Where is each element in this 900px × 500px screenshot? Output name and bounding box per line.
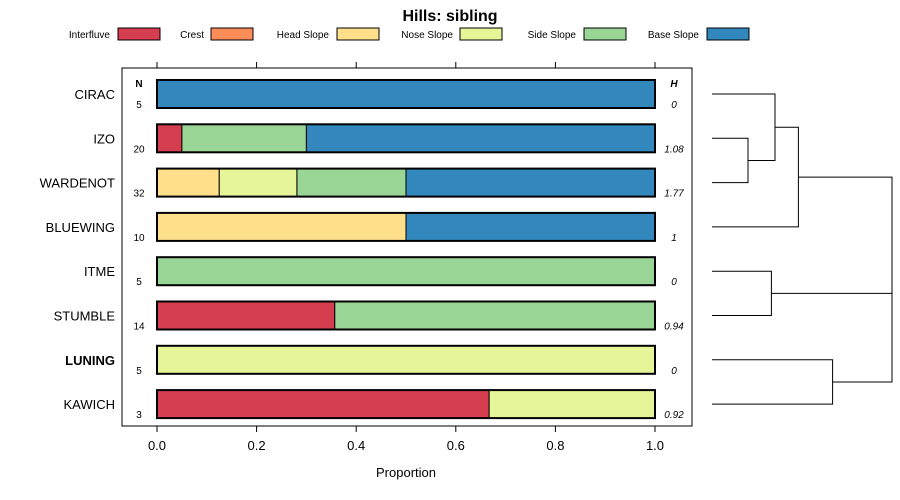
bar-segment <box>156 389 490 419</box>
bar-segment <box>305 123 656 153</box>
row-label: KAWICH <box>63 397 115 412</box>
h-column-header: H <box>670 79 678 90</box>
bar-outline <box>156 79 656 109</box>
h-value: 0 <box>671 100 677 111</box>
n-value: 32 <box>133 189 145 200</box>
dendrogram <box>712 93 893 405</box>
bar-outline <box>156 211 656 242</box>
x-tick-label: 0.4 <box>347 438 365 453</box>
legend-label: Crest <box>180 30 204 41</box>
n-value: 14 <box>133 322 145 333</box>
dendrogram-branch <box>712 126 799 228</box>
legend-label: Side Slope <box>528 30 577 41</box>
x-tick-label: 0.6 <box>447 438 465 453</box>
h-value: 1.08 <box>664 144 684 155</box>
chart-title: Hills: sibling <box>402 8 497 25</box>
n-value: 5 <box>136 366 142 377</box>
bar-outline <box>156 389 656 420</box>
dendrogram-branch <box>798 176 893 338</box>
dendrogram-branch <box>771 292 893 383</box>
bar-outline <box>156 256 656 287</box>
bar-segment <box>181 123 307 153</box>
x-tick-label: 0.0 <box>148 438 166 453</box>
legend-swatch <box>210 27 254 41</box>
x-tick-label: 1.0 <box>646 438 664 453</box>
n-value: 5 <box>136 100 142 111</box>
n-value: 3 <box>136 410 142 421</box>
x-tick-label: 0.2 <box>248 438 266 453</box>
dendrogram-branch <box>712 93 776 161</box>
dendrogram-branch <box>712 137 749 184</box>
row-label: LUNING <box>65 353 115 368</box>
bar-outline <box>156 344 656 375</box>
bar-segment <box>156 345 656 375</box>
legend-label: Nose Slope <box>401 30 453 41</box>
h-value: 0 <box>671 277 677 288</box>
legend-swatch <box>336 27 380 41</box>
legend-swatch <box>459 27 503 41</box>
bar-segment <box>156 168 220 198</box>
bar-segment <box>156 79 656 109</box>
row-label: IZO <box>93 131 115 146</box>
h-value: 1 <box>671 233 677 244</box>
row-label: CIRAC <box>75 87 115 102</box>
row-label: STUMBLE <box>54 309 116 324</box>
x-axis-label: Proportion <box>376 465 436 480</box>
bar-outline <box>156 300 656 331</box>
bar-segment <box>156 212 407 242</box>
n-value: 10 <box>133 233 145 244</box>
n-value: 5 <box>136 277 142 288</box>
row-label: ITME <box>84 264 115 279</box>
bar-segment <box>156 256 656 286</box>
bar-segment <box>488 389 656 419</box>
bar-outline <box>156 167 656 198</box>
bar-segment <box>296 168 407 198</box>
legend-label: Head Slope <box>277 30 330 41</box>
n-value: 20 <box>133 144 145 155</box>
h-value: 0.94 <box>664 322 684 333</box>
x-tick-label: 0.8 <box>546 438 564 453</box>
legend: Interfluve Crest Head Slope Nose Slope Side … <box>69 27 750 41</box>
dendrogram-branch <box>712 270 772 316</box>
bar-segment <box>218 168 298 198</box>
dendrogram-branch <box>712 359 834 405</box>
bar-segment <box>405 212 656 242</box>
bar-segment <box>156 123 183 153</box>
x-axis: 0.0 0.2 0.4 0.6 0.8 1.0 <box>148 62 664 453</box>
plot-frame <box>121 67 693 427</box>
h-value: 0.92 <box>664 410 684 421</box>
legend-swatch <box>706 27 750 41</box>
legend-swatch <box>117 27 161 41</box>
bar-segment <box>334 301 656 330</box>
bar-segment <box>156 301 336 330</box>
bar-segment <box>405 168 656 198</box>
h-value: 1.77 <box>664 189 684 200</box>
bar-outline <box>156 123 656 154</box>
h-value: 0 <box>671 366 677 377</box>
legend-label: Interfluve <box>69 30 111 41</box>
row-label: BLUEWING <box>46 220 115 235</box>
n-column-header: N <box>135 79 142 90</box>
legend-label: Base Slope <box>648 30 700 41</box>
legend-swatch <box>583 27 627 41</box>
bars <box>156 79 656 420</box>
row-label: WARDENOT <box>40 176 115 191</box>
